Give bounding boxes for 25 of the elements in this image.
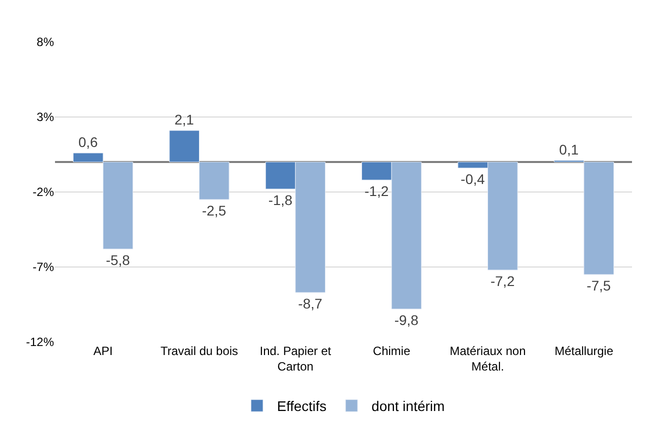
y-tick-label: -12%: [26, 335, 54, 350]
data-label: -8,7: [298, 296, 322, 312]
x-tick-label: API: [93, 344, 113, 358]
x-tick-label: Ind. Papier et Carton: [260, 344, 332, 374]
data-label: 2,1: [174, 112, 194, 128]
data-label: -9,8: [394, 312, 419, 328]
y-tick-label: 8%: [36, 35, 54, 50]
data-label: -5,8: [106, 252, 130, 268]
data-label: -0,4: [460, 171, 486, 187]
x-tick-label: Travail du bois: [160, 344, 238, 358]
y-tick-label: -2%: [32, 185, 54, 200]
x-tick-label: Matériaux non Métal.: [450, 344, 526, 374]
x-tick-label: Métallurgie: [554, 344, 614, 358]
x-tick-label: Chimie: [372, 344, 411, 358]
data-label: -1,2: [364, 183, 389, 199]
legend-label: dont intérim: [372, 398, 445, 414]
data-label: -2,5: [202, 202, 226, 218]
data-label: 0,6: [78, 134, 98, 150]
data-label: 0,1: [559, 142, 579, 158]
legend-label: Effectifs: [277, 398, 327, 414]
data-label: -1,8: [268, 192, 293, 208]
data-label: -7,5: [586, 278, 611, 294]
y-tick-label: 3%: [36, 110, 54, 124]
data-label: -7,2: [490, 273, 515, 289]
y-tick-label: -7%: [32, 260, 54, 274]
